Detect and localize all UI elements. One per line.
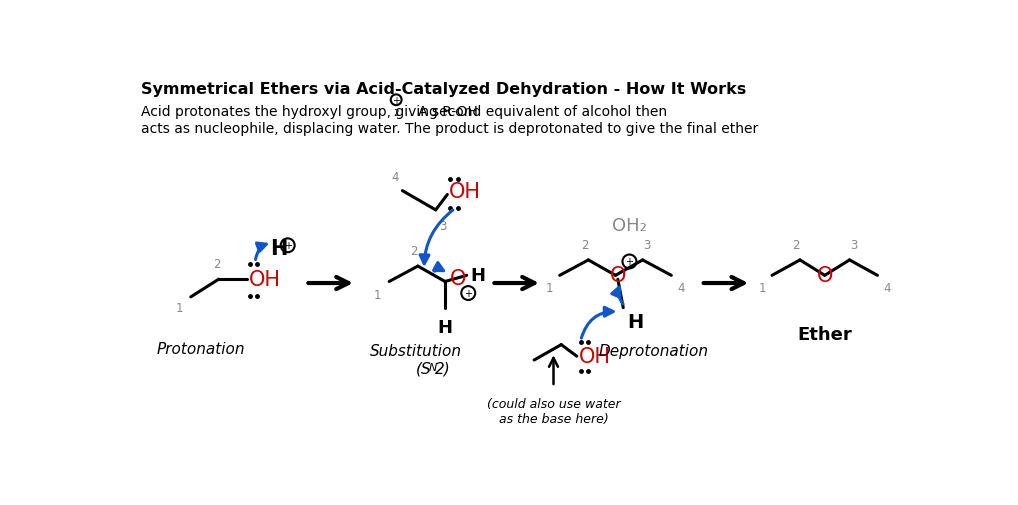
Text: O: O [450,269,466,289]
Text: 2: 2 [580,238,588,251]
Text: Substitution: Substitution [370,343,461,359]
Text: 4: 4 [391,171,398,183]
Text: Deprotonation: Deprotonation [599,343,709,358]
Text: 3: 3 [850,238,857,251]
Text: Ether: Ether [797,326,852,344]
Text: OH: OH [579,346,611,367]
Text: (S: (S [415,360,432,375]
Text: acts as nucleophile, displacing water. The product is deprotonated to give the f: acts as nucleophile, displacing water. T… [142,122,758,136]
FancyArrowPatch shape [256,243,267,260]
Text: H: H [627,312,643,331]
Text: 1: 1 [546,282,554,295]
Text: O: O [610,266,626,286]
Text: 2: 2 [792,238,800,251]
Text: +: + [392,95,400,106]
Text: +: + [284,241,292,251]
Text: . A second equivalent of alcohol then: . A second equivalent of alcohol then [405,105,667,119]
Text: O: O [817,266,834,286]
Text: Acid protonates the hydroxyl group, giving R-OH: Acid protonates the hydroxyl group, givi… [142,105,478,119]
Text: 1: 1 [175,302,183,315]
Text: +: + [625,257,633,267]
Text: H: H [438,318,452,336]
Text: H: H [271,239,288,259]
FancyArrowPatch shape [420,211,453,264]
Text: 2): 2) [435,360,451,375]
Text: 3: 3 [642,238,651,251]
Text: 1: 1 [758,282,766,295]
Text: Symmetrical Ethers via Acid-Catalyzed Dehydration - How It Works: Symmetrical Ethers via Acid-Catalyzed De… [142,82,746,97]
FancyArrowPatch shape [434,263,444,272]
Text: 2: 2 [410,244,417,258]
Text: H: H [470,267,486,285]
Text: 2: 2 [214,258,221,270]
Text: 3: 3 [440,220,447,233]
Text: (could also use water: (could also use water [487,397,620,410]
Text: 4: 4 [678,282,685,295]
Text: ₂: ₂ [394,105,399,119]
Text: +: + [464,288,472,298]
FancyArrowPatch shape [581,308,613,338]
Text: Protonation: Protonation [157,341,245,356]
Text: 4: 4 [884,282,891,295]
Text: OH₂: OH₂ [612,217,646,235]
FancyArrowPatch shape [612,287,623,305]
Text: OH: OH [449,182,480,202]
Text: 1: 1 [374,288,382,301]
Text: OH: OH [249,270,281,289]
Text: N: N [429,363,437,373]
Text: as the base here): as the base here) [499,413,609,426]
